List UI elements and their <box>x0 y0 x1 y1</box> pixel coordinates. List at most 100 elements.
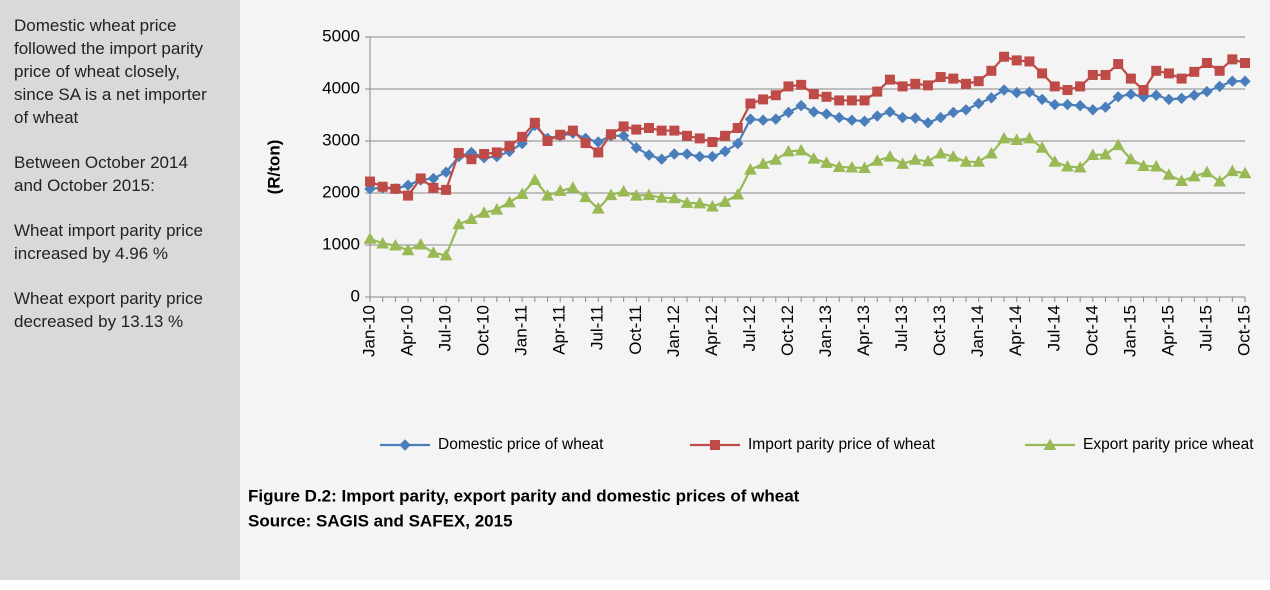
side-paragraph: Wheat import parity price increased by 4… <box>14 221 203 263</box>
data-point <box>922 117 934 129</box>
data-point <box>794 143 808 156</box>
legend-marker <box>399 439 411 451</box>
y-tick-label: 5000 <box>322 26 360 45</box>
data-point <box>870 154 884 166</box>
x-tick-label: Jan-12 <box>664 305 683 357</box>
data-point <box>706 150 719 163</box>
data-point <box>631 124 642 135</box>
data-point <box>934 111 947 124</box>
data-point <box>1137 159 1150 171</box>
data-point <box>529 117 540 128</box>
data-point <box>706 199 719 212</box>
data-point <box>503 195 516 208</box>
data-point <box>1213 80 1226 93</box>
data-point <box>1151 65 1162 76</box>
legend-marker <box>710 440 720 450</box>
data-point <box>832 160 846 172</box>
data-point <box>515 187 529 200</box>
data-point <box>1124 152 1138 165</box>
x-tick-label: Apr-14 <box>1006 305 1025 356</box>
data-point <box>744 163 757 175</box>
data-point <box>859 95 870 106</box>
data-point <box>834 95 845 106</box>
data-point <box>694 133 705 144</box>
data-point <box>947 106 960 119</box>
data-point <box>604 188 618 201</box>
x-tick-label: Oct-11 <box>626 305 645 355</box>
y-axis-title: (R/ton) <box>264 140 283 195</box>
data-point <box>972 155 986 167</box>
data-point <box>629 189 643 201</box>
y-tick-label: 1000 <box>322 234 360 253</box>
data-point <box>579 190 592 203</box>
data-point <box>1112 91 1124 103</box>
data-point <box>1024 56 1035 67</box>
x-tick-label: Jul-14 <box>1044 305 1063 351</box>
data-point <box>770 90 781 101</box>
data-point <box>1035 141 1049 153</box>
data-point <box>630 142 643 154</box>
data-point <box>1113 59 1124 70</box>
data-point <box>808 106 820 118</box>
data-point <box>680 196 694 208</box>
y-tick-label: 4000 <box>322 78 360 97</box>
data-point <box>402 179 414 191</box>
data-point <box>770 113 782 125</box>
data-point <box>1125 73 1136 84</box>
data-point <box>566 181 580 193</box>
data-point <box>883 150 897 162</box>
data-point <box>567 125 578 136</box>
data-point <box>1049 98 1061 111</box>
data-point <box>1176 73 1187 84</box>
data-point <box>908 153 922 165</box>
data-point <box>1201 85 1213 98</box>
x-tick-label: Jul-11 <box>588 305 607 350</box>
data-point <box>1225 164 1239 177</box>
data-point <box>528 173 542 185</box>
data-point <box>542 136 553 146</box>
data-point <box>846 95 857 106</box>
data-point <box>490 203 504 215</box>
side-panel: Domestic wheat price followed the import… <box>0 0 240 580</box>
x-tick-label: Oct-14 <box>1082 305 1101 356</box>
data-point <box>997 131 1011 144</box>
data-point <box>959 155 973 167</box>
data-point <box>910 78 921 89</box>
data-point <box>846 114 858 126</box>
data-point <box>415 173 426 184</box>
data-point <box>389 238 402 251</box>
data-point <box>643 123 654 133</box>
data-point <box>1213 175 1226 187</box>
data-point <box>731 188 745 200</box>
data-point <box>1048 155 1062 167</box>
series-line <box>369 55 1246 198</box>
data-point <box>655 191 669 203</box>
data-point <box>428 182 439 193</box>
x-tick-label: Oct-12 <box>778 305 797 356</box>
source: Source: SAGIS and SAFEX, 2015 <box>248 511 513 530</box>
data-point <box>555 129 566 140</box>
data-point <box>1087 69 1098 80</box>
data-point <box>718 195 732 207</box>
data-point <box>643 149 655 161</box>
data-point <box>617 184 630 197</box>
x-tick-label: Jul-12 <box>740 305 759 351</box>
data-point <box>960 104 972 116</box>
data-point <box>414 237 428 250</box>
x-tick-label: Jan-14 <box>968 305 987 357</box>
data-point <box>453 147 464 158</box>
data-point <box>769 153 783 165</box>
data-point <box>1087 104 1099 116</box>
data-point <box>1010 133 1024 145</box>
data-point <box>593 147 604 158</box>
x-tick-label: Jan-10 <box>359 305 378 357</box>
data-point <box>363 232 377 244</box>
data-point <box>591 202 605 214</box>
y-tick-label: 2000 <box>322 182 360 201</box>
data-point <box>921 154 935 167</box>
data-point <box>365 176 375 187</box>
data-point <box>668 148 681 160</box>
data-point <box>1100 69 1111 80</box>
data-point <box>973 76 984 87</box>
